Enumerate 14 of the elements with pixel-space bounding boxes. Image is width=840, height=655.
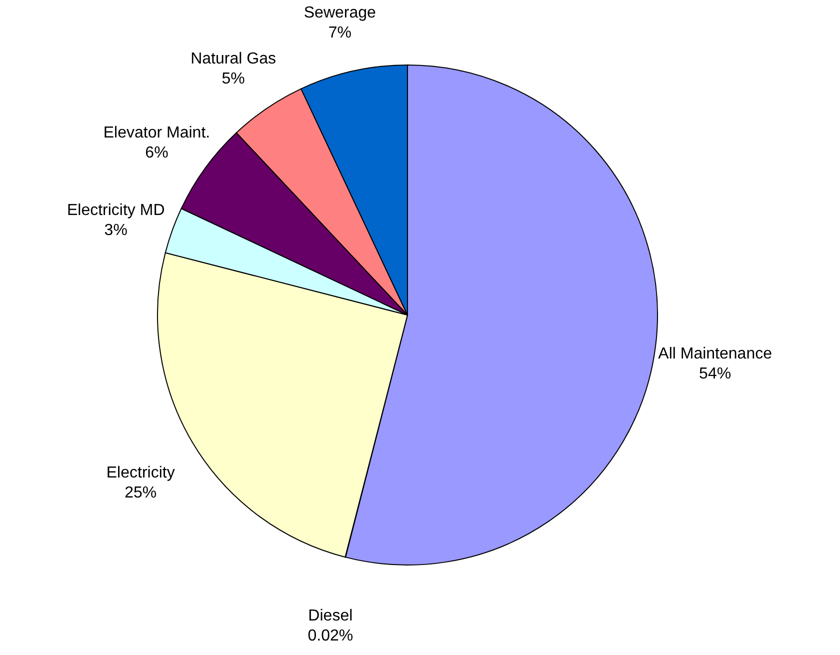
slice-label: Sewerage <box>304 4 376 22</box>
data-label: 5% <box>222 70 245 88</box>
data-label: 54% <box>699 366 732 383</box>
slice-label: Electricity <box>106 464 175 482</box>
slice-label: Elevator Maint. <box>103 124 210 142</box>
data-label: 0.02% <box>308 627 354 644</box>
data-label: 7% <box>328 24 352 42</box>
slice-label: Natural Gas <box>190 50 276 68</box>
slice-label: Diesel <box>308 607 353 624</box>
data-label: 3% <box>104 222 128 239</box>
data-label: 6% <box>145 144 168 162</box>
data-label: 25% <box>124 484 157 502</box>
slice-label: All Maintenance <box>658 346 772 363</box>
slice-label: Electricity MD <box>66 202 165 219</box>
